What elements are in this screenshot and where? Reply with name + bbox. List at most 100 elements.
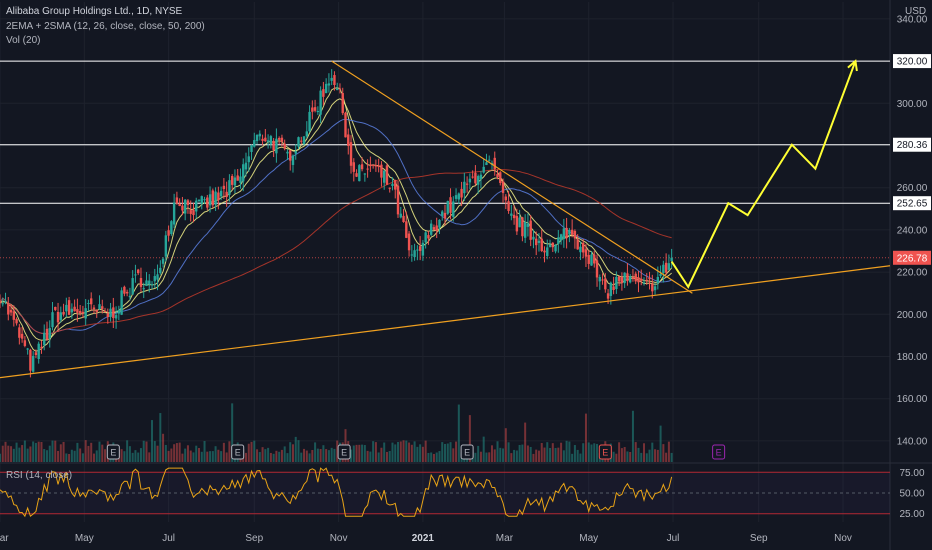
- candle-body[interactable]: [510, 213, 513, 216]
- candle-body[interactable]: [40, 346, 43, 348]
- candle-body[interactable]: [405, 221, 408, 238]
- candle-body[interactable]: [645, 279, 648, 281]
- candle-body[interactable]: [81, 311, 85, 314]
- candle-body[interactable]: [418, 246, 422, 251]
- candle-body[interactable]: [394, 180, 397, 190]
- candle-body[interactable]: [15, 319, 18, 324]
- candle-body[interactable]: [579, 246, 582, 253]
- candle-body[interactable]: [255, 134, 259, 142]
- candle-body[interactable]: [123, 286, 126, 294]
- candle-body[interactable]: [543, 250, 546, 253]
- candle-body[interactable]: [601, 279, 604, 281]
- candle-body[interactable]: [488, 159, 491, 161]
- candle-body[interactable]: [250, 145, 253, 152]
- candle-body[interactable]: [308, 111, 311, 132]
- candle-body[interactable]: [300, 140, 303, 142]
- trendlines[interactable]: [0, 60, 891, 379]
- candle-body[interactable]: [253, 140, 256, 147]
- candle-body[interactable]: [587, 254, 590, 264]
- candle-body[interactable]: [175, 197, 179, 204]
- candle-body[interactable]: [73, 306, 76, 312]
- candle-body[interactable]: [0, 302, 2, 304]
- candle-body[interactable]: [324, 83, 328, 94]
- candle-body[interactable]: [402, 215, 405, 222]
- candle-body[interactable]: [269, 136, 273, 145]
- candle-body[interactable]: [617, 276, 621, 282]
- candle-body[interactable]: [369, 164, 372, 167]
- candle-body[interactable]: [70, 308, 74, 313]
- moving-average-legend[interactable]: 2EMA + 2SMA (12, 26, close, close, 50, 2…: [6, 21, 205, 32]
- candle-body[interactable]: [479, 174, 483, 180]
- candle-body[interactable]: [512, 214, 516, 219]
- candle-body[interactable]: [482, 166, 485, 173]
- candle-body[interactable]: [56, 311, 60, 323]
- candle-body[interactable]: [535, 238, 538, 246]
- candle-body[interactable]: [573, 230, 577, 239]
- candle-body[interactable]: [609, 282, 613, 296]
- candle-body[interactable]: [48, 328, 51, 339]
- candle-body[interactable]: [452, 201, 455, 217]
- candle-body[interactable]: [540, 238, 543, 252]
- candle-body[interactable]: [463, 181, 466, 194]
- candle-body[interactable]: [347, 134, 350, 146]
- candle-body[interactable]: [604, 278, 607, 290]
- candle-body[interactable]: [640, 278, 643, 281]
- candle-body[interactable]: [474, 172, 477, 184]
- candle-body[interactable]: [388, 187, 391, 189]
- candle-body[interactable]: [551, 242, 554, 248]
- candle-body[interactable]: [570, 229, 574, 235]
- candle-body[interactable]: [319, 90, 322, 115]
- trendline-ascending[interactable]: [0, 265, 891, 379]
- candle-body[interactable]: [43, 332, 46, 346]
- candle-body[interactable]: [272, 140, 275, 151]
- candle-body[interactable]: [214, 191, 217, 205]
- earnings-marker[interactable]: [106, 444, 120, 460]
- candle-body[interactable]: [186, 200, 190, 206]
- candle-body[interactable]: [316, 110, 320, 113]
- candle-body[interactable]: [391, 183, 394, 187]
- candle-body[interactable]: [457, 193, 461, 200]
- candle-body[interactable]: [236, 175, 239, 181]
- candle-body[interactable]: [7, 303, 10, 315]
- candle-body[interactable]: [31, 355, 35, 372]
- candle-body[interactable]: [84, 308, 87, 319]
- candle-body[interactable]: [595, 260, 599, 278]
- candle-body[interactable]: [446, 200, 449, 214]
- candle-body[interactable]: [598, 277, 601, 282]
- candle-body[interactable]: [34, 352, 38, 356]
- candle-body[interactable]: [136, 269, 140, 274]
- candle-body[interactable]: [131, 278, 134, 295]
- candle-body[interactable]: [648, 277, 651, 280]
- candle-body[interactable]: [142, 288, 145, 290]
- candle-body[interactable]: [78, 310, 82, 314]
- candle-body[interactable]: [156, 274, 159, 280]
- candle-body[interactable]: [4, 300, 7, 302]
- candle-body[interactable]: [460, 188, 463, 198]
- candle-body[interactable]: [112, 307, 115, 319]
- candle-body[interactable]: [208, 194, 212, 206]
- candle-body[interactable]: [427, 235, 430, 239]
- candle-body[interactable]: [258, 133, 262, 137]
- candle-body[interactable]: [651, 283, 654, 292]
- candle-body[interactable]: [443, 212, 447, 219]
- candle-body[interactable]: [568, 229, 571, 235]
- candle-body[interactable]: [407, 233, 411, 251]
- candle-body[interactable]: [642, 282, 646, 284]
- candle-body[interactable]: [557, 237, 560, 244]
- candle-body[interactable]: [501, 181, 505, 193]
- candle-body[interactable]: [230, 175, 234, 185]
- candle-body[interactable]: [504, 196, 508, 201]
- candle-body[interactable]: [225, 191, 228, 198]
- candle-body[interactable]: [670, 257, 673, 262]
- candle-body[interactable]: [114, 315, 118, 319]
- candle-body[interactable]: [65, 304, 68, 312]
- candle-body[interactable]: [435, 225, 438, 232]
- candle-body[interactable]: [291, 155, 295, 165]
- candle-body[interactable]: [289, 150, 292, 161]
- candle-body[interactable]: [581, 242, 585, 253]
- candle-body[interactable]: [537, 240, 541, 243]
- candle-body[interactable]: [59, 312, 63, 320]
- candle-body[interactable]: [421, 242, 425, 256]
- candle-body[interactable]: [150, 284, 154, 286]
- candle-body[interactable]: [189, 210, 192, 214]
